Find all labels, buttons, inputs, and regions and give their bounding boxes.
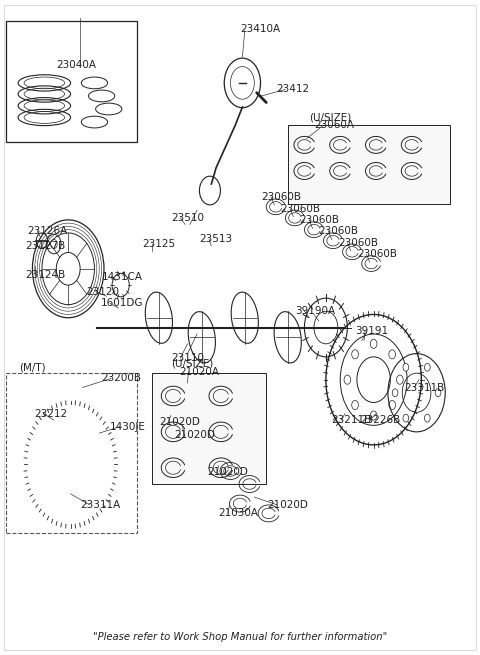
- Circle shape: [396, 375, 403, 384]
- Circle shape: [352, 400, 359, 409]
- Bar: [6, 373, 137, 533]
- Circle shape: [80, 434, 86, 443]
- Text: (U/SIZE): (U/SIZE): [309, 113, 351, 122]
- Text: 23410A: 23410A: [240, 24, 280, 34]
- Text: 23120: 23120: [86, 287, 120, 297]
- Circle shape: [63, 429, 70, 438]
- Text: 23040A: 23040A: [56, 60, 96, 70]
- Text: 23060B: 23060B: [281, 204, 321, 214]
- Text: 23212: 23212: [34, 409, 67, 419]
- Circle shape: [424, 414, 430, 422]
- Text: 23412: 23412: [276, 84, 309, 94]
- Text: 23200B: 23200B: [102, 373, 142, 383]
- Circle shape: [424, 364, 430, 371]
- Text: 23110: 23110: [171, 353, 204, 363]
- Text: (U/SIZE): (U/SIZE): [171, 358, 213, 368]
- Circle shape: [392, 389, 398, 397]
- Text: 23060B: 23060B: [262, 192, 301, 202]
- Text: 21020D: 21020D: [174, 430, 215, 440]
- Text: 21030A: 21030A: [218, 508, 259, 518]
- Circle shape: [45, 466, 51, 476]
- Circle shape: [48, 443, 55, 452]
- Text: 23311A: 23311A: [80, 500, 120, 510]
- Text: 23226B: 23226B: [360, 415, 400, 425]
- Text: "Please refer to Work Shop Manual for further information": "Please refer to Work Shop Manual for fu…: [93, 632, 387, 643]
- Circle shape: [403, 414, 408, 422]
- Text: 23513: 23513: [199, 234, 233, 244]
- Text: 23060A: 23060A: [314, 121, 354, 130]
- Circle shape: [370, 411, 377, 420]
- Circle shape: [84, 512, 91, 522]
- Text: 1430JE: 1430JE: [110, 422, 146, 432]
- Circle shape: [344, 375, 351, 384]
- Text: 23127B: 23127B: [25, 241, 65, 251]
- Text: 23060B: 23060B: [300, 215, 340, 225]
- Circle shape: [90, 454, 96, 463]
- Text: 23060B: 23060B: [338, 238, 378, 248]
- Text: 23510: 23510: [171, 213, 204, 223]
- Text: 23126A: 23126A: [28, 226, 68, 236]
- Text: 23211B: 23211B: [332, 415, 372, 425]
- Text: 23125: 23125: [142, 239, 175, 249]
- Text: 23124B: 23124B: [25, 271, 65, 280]
- Circle shape: [72, 491, 78, 500]
- Bar: [6, 21, 137, 141]
- Circle shape: [403, 364, 408, 371]
- Circle shape: [55, 486, 61, 495]
- Bar: [288, 125, 450, 204]
- Circle shape: [389, 400, 396, 409]
- Text: (M/T): (M/T): [20, 363, 46, 373]
- Circle shape: [435, 389, 441, 397]
- Text: 23060B: 23060B: [357, 250, 397, 259]
- Circle shape: [389, 350, 396, 359]
- Text: 21020D: 21020D: [159, 417, 200, 427]
- Text: 21020D: 21020D: [268, 500, 309, 510]
- Circle shape: [86, 477, 93, 486]
- Circle shape: [352, 350, 359, 359]
- Text: 39190A: 39190A: [295, 306, 335, 316]
- Circle shape: [370, 339, 377, 348]
- Text: 23311B: 23311B: [405, 383, 445, 392]
- Text: 21020A: 21020A: [179, 367, 219, 377]
- Text: 39191: 39191: [356, 326, 389, 336]
- Bar: [152, 373, 266, 484]
- Text: 23060B: 23060B: [319, 226, 359, 236]
- Text: 21020D: 21020D: [207, 467, 249, 477]
- Text: 1601DG: 1601DG: [101, 299, 143, 309]
- Text: 1431CA: 1431CA: [102, 272, 143, 282]
